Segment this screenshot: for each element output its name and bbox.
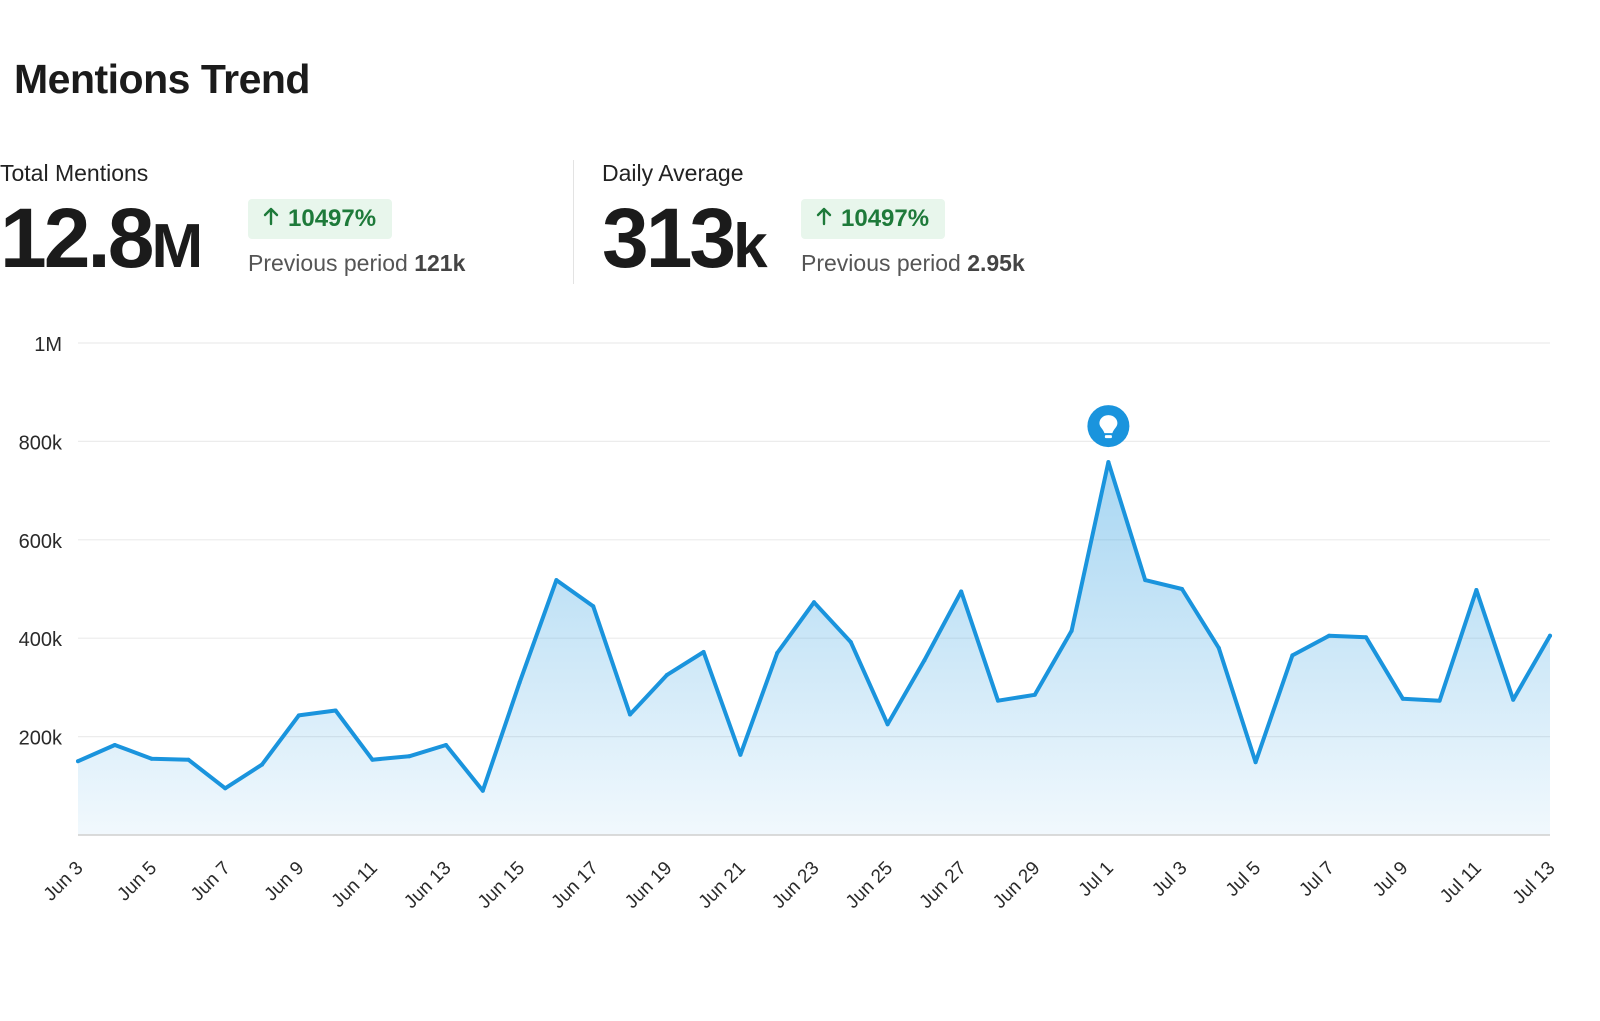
previous-value: 121k	[414, 250, 466, 276]
stat-unit: M	[151, 212, 204, 281]
data-point[interactable]	[1474, 587, 1479, 592]
page-title: Mentions Trend	[14, 56, 310, 102]
y-tick-label: 800k	[19, 432, 63, 454]
change-badge: 10497%	[801, 199, 946, 239]
data-points	[76, 460, 1552, 793]
arrow-up-icon	[262, 205, 280, 233]
data-point[interactable]	[664, 673, 669, 678]
x-tick-label: Jun 27	[916, 858, 971, 913]
data-point[interactable]	[1437, 698, 1442, 703]
data-point[interactable]	[1290, 653, 1295, 658]
x-tick-label: Jul 9	[1369, 858, 1412, 901]
data-point[interactable]	[186, 757, 191, 762]
previous-label: Previous period	[801, 250, 961, 276]
data-point[interactable]	[1216, 646, 1221, 651]
x-tick-label: Jun 13	[400, 858, 455, 913]
previous-period: Previous period 121k	[248, 250, 465, 277]
stat-number: 12.8	[0, 191, 154, 285]
previous-label: Previous period	[248, 250, 408, 276]
stat-label: Daily Average	[602, 160, 744, 186]
lightbulb-icon	[1099, 415, 1118, 439]
data-point[interactable]	[885, 722, 890, 727]
data-point[interactable]	[959, 589, 964, 594]
x-tick-label: Jun 17	[548, 858, 603, 913]
data-point[interactable]	[738, 752, 743, 757]
change-value: 10497%	[288, 205, 377, 232]
x-tick-label: Jun 15	[474, 858, 529, 913]
x-tick-label: Jun 11	[328, 858, 382, 912]
y-tick-label: 1M	[34, 334, 62, 356]
x-tick-label: Jun 5	[113, 858, 161, 906]
data-point[interactable]	[1364, 635, 1368, 640]
x-tick-label: Jun 9	[261, 858, 309, 906]
stat-divider	[573, 160, 574, 284]
data-point[interactable]	[848, 640, 853, 645]
data-point[interactable]	[480, 788, 485, 793]
x-tick-label: Jul 1	[1075, 858, 1118, 901]
data-point[interactable]	[1511, 697, 1516, 702]
previous-period: Previous period 2.95k	[801, 250, 1025, 277]
data-point[interactable]	[149, 756, 154, 761]
x-tick-label: Jun 29	[989, 858, 1044, 913]
data-point[interactable]	[260, 762, 264, 767]
data-point[interactable]	[407, 754, 412, 759]
data-point[interactable]	[76, 759, 80, 764]
data-point[interactable]	[628, 712, 632, 717]
arrow-up-icon	[815, 205, 833, 233]
data-point[interactable]	[812, 600, 816, 605]
data-point[interactable]	[333, 708, 338, 713]
series-area	[78, 462, 1550, 835]
change-value: 10497%	[841, 205, 930, 232]
data-point[interactable]	[1253, 760, 1258, 765]
y-tick-label: 600k	[19, 531, 63, 553]
data-point[interactable]	[554, 578, 559, 583]
data-point[interactable]	[370, 757, 375, 762]
x-tick-label: Jul 7	[1296, 858, 1339, 901]
x-tick-label: Jul 13	[1509, 858, 1560, 909]
data-point[interactable]	[1032, 692, 1037, 697]
data-point[interactable]	[996, 698, 1000, 703]
data-point[interactable]	[444, 742, 448, 747]
x-tick-label: Jun 7	[187, 858, 235, 906]
data-point[interactable]	[1143, 578, 1148, 583]
data-point[interactable]	[775, 650, 780, 655]
x-tick-label: Jun 21	[695, 858, 750, 913]
stat-unit: k	[733, 212, 767, 281]
data-point[interactable]	[112, 742, 117, 747]
y-tick-label: 400k	[19, 629, 63, 651]
insight-marker[interactable]	[1087, 405, 1130, 448]
data-point[interactable]	[591, 604, 596, 609]
data-point[interactable]	[1327, 633, 1332, 638]
data-point[interactable]	[223, 786, 228, 791]
x-tick-label: Jul 3	[1148, 858, 1191, 901]
data-point[interactable]	[1548, 633, 1552, 638]
data-point[interactable]	[517, 680, 522, 685]
data-point[interactable]	[1400, 696, 1405, 701]
data-point[interactable]	[701, 649, 706, 654]
data-point[interactable]	[1106, 460, 1111, 465]
previous-value: 2.95k	[967, 250, 1025, 276]
x-tick-label: Jun 25	[842, 858, 897, 913]
data-point[interactable]	[1069, 628, 1074, 633]
stat-label: Total Mentions	[0, 160, 149, 186]
data-point[interactable]	[922, 658, 927, 663]
stat-value: 313k	[602, 196, 768, 281]
change-badge: 10497%	[248, 199, 393, 239]
stat-value: 12.8M	[0, 196, 204, 281]
x-tick-label: Jun 3	[40, 858, 88, 906]
x-tick-label: Jun 23	[768, 858, 823, 913]
x-tick-label: Jul 5	[1222, 858, 1265, 901]
stat-number: 313	[602, 191, 736, 285]
x-tick-label: Jul 11	[1436, 858, 1486, 908]
y-tick-label: 200k	[19, 728, 63, 750]
y-axis: 200k 400k 600k 800k 1M	[19, 334, 63, 750]
x-tick-label: Jun 19	[621, 858, 676, 913]
data-point[interactable]	[1180, 587, 1184, 591]
x-axis: Jun 3 Jun 5 Jun 7 Jun 9 Jun 11 Jun 13 Jun 15 Ju…	[40, 858, 1560, 913]
data-point[interactable]	[296, 713, 301, 718]
